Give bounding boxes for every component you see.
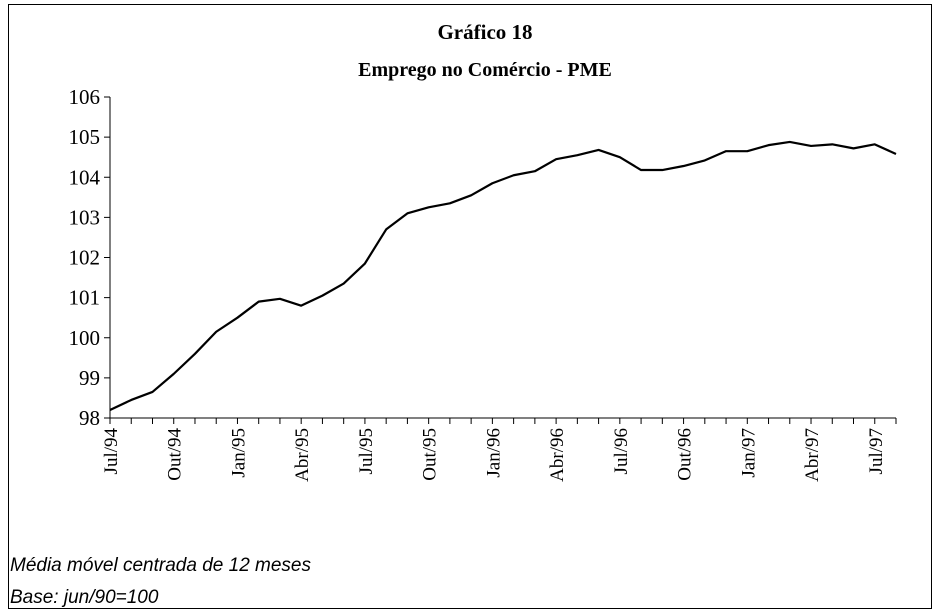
x-tick-label: Jan/95	[228, 428, 249, 478]
x-tick-label: Jan/96	[483, 428, 504, 478]
note: Média móvel centrada de 12 meses	[10, 555, 311, 576]
x-tick-label: Abr/96	[547, 428, 568, 482]
chart-border	[8, 4, 932, 609]
x-tick-label: Out/94	[165, 428, 186, 481]
note: Base: jun/90=100	[10, 587, 159, 608]
y-tick-label: 98	[79, 406, 100, 430]
x-tick-label: Abr/95	[292, 428, 313, 482]
y-tick-label: 101	[69, 286, 101, 310]
x-tick-label: Jan/97	[738, 428, 759, 478]
x-tick-label: Out/96	[675, 428, 696, 481]
x-tick-label: Jul/97	[866, 428, 887, 474]
x-tick-label: Abr/97	[802, 428, 823, 482]
line	[109, 140, 897, 411]
y-tick-label: 103	[69, 205, 101, 229]
x-tick-label: Out/95	[420, 428, 441, 481]
y-tick-label: 106	[69, 85, 101, 109]
x-tick-label: Jul/96	[611, 428, 632, 474]
chart-title: Gráfico 18	[437, 20, 532, 44]
y-tick-label: 104	[69, 165, 101, 189]
y-tick-label: 105	[69, 125, 101, 149]
chart-subtitle: Emprego no Comércio - PME	[358, 59, 612, 81]
y-tick-label: 99	[79, 366, 100, 390]
y-tick-label: 100	[69, 326, 101, 350]
x-tick-label: Jul/94	[101, 428, 122, 475]
y-tick-label: 102	[69, 246, 101, 270]
x-tick-label: Jul/95	[356, 428, 377, 474]
